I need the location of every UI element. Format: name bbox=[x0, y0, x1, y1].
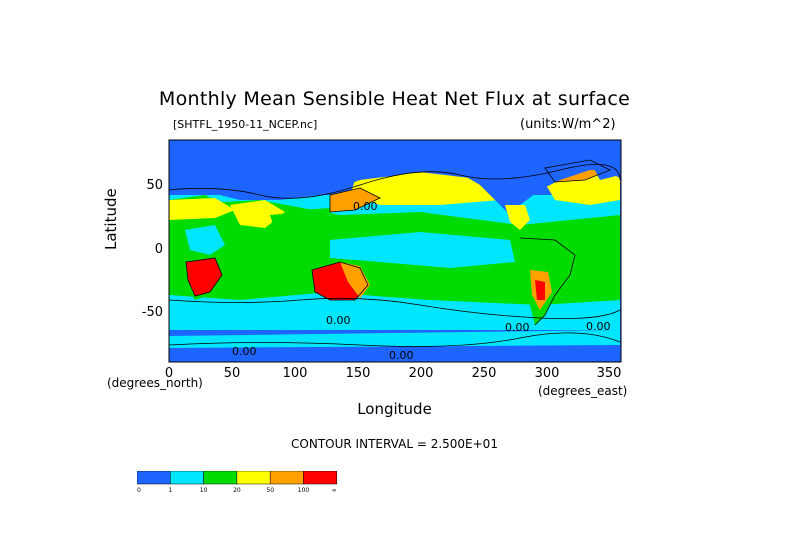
x-tick-label: 50 bbox=[223, 366, 241, 381]
colorbar: 0 1 10 20 50 100 ∞ bbox=[136, 470, 347, 499]
x-tick-label: 100 bbox=[282, 366, 308, 381]
colorbar-swatch bbox=[170, 470, 204, 485]
chart-title: Monthly Mean Sensible Heat Net Flux at s… bbox=[158, 88, 631, 110]
file-name-label: [SHTFL_1950-11_NCEP.nc] bbox=[173, 118, 318, 131]
x-tick-label: 0 bbox=[164, 366, 174, 381]
africa-cyan bbox=[185, 225, 225, 255]
x-tick-label: 300 bbox=[534, 366, 560, 381]
colorbar-swatch bbox=[303, 470, 338, 485]
contour-label: 0.00 bbox=[326, 314, 351, 327]
x-axis-units: (degrees_east) bbox=[538, 384, 628, 398]
plot-frame bbox=[168, 139, 622, 363]
colorbar-label: ∞ bbox=[332, 487, 337, 494]
eurasia-blue bbox=[169, 145, 440, 200]
colorbar-swatch bbox=[203, 470, 238, 485]
units-label: (units:W/m^2) bbox=[520, 117, 616, 132]
mexico-yellow bbox=[505, 205, 530, 230]
australia-orange bbox=[340, 262, 370, 298]
x-tick-label: 350 bbox=[596, 366, 622, 381]
plot-area bbox=[169, 140, 621, 362]
south-america-red bbox=[535, 280, 545, 300]
y-tick-label: -50 bbox=[141, 305, 163, 320]
contour-label: 0.00 bbox=[505, 321, 530, 334]
colorbar-swatch bbox=[236, 470, 271, 485]
southern-ocean-cyan bbox=[169, 330, 620, 348]
x-tick-label: 250 bbox=[471, 366, 497, 381]
y-axis-label: Latitude bbox=[102, 188, 120, 250]
middle-east-yellow bbox=[230, 200, 285, 228]
contour-label: 0.00 bbox=[389, 349, 414, 362]
contour-label: 0.00 bbox=[353, 200, 378, 213]
colorbar-label: 1 bbox=[168, 487, 172, 494]
x-axis-label: Longitude bbox=[357, 400, 432, 418]
antarctic-band bbox=[169, 348, 621, 362]
colorbar-label: 20 bbox=[233, 487, 241, 494]
india-green bbox=[270, 212, 300, 245]
colorbar-label: 50 bbox=[266, 487, 274, 494]
se-asia-green bbox=[300, 208, 335, 242]
contour-interval-label: CONTOUR INTERVAL = 2.500E+01 bbox=[291, 437, 498, 451]
greenland-blue bbox=[590, 145, 620, 180]
x-tick-label: 200 bbox=[408, 366, 434, 381]
africa-south-red bbox=[186, 258, 222, 296]
colorbar-label: 0 bbox=[137, 487, 141, 494]
kuroshio-orange bbox=[330, 188, 380, 212]
y-tick-label: 0 bbox=[154, 242, 163, 257]
contour-lines bbox=[169, 159, 621, 347]
contour-label: 0.00 bbox=[586, 320, 611, 333]
colorbar-swatch bbox=[269, 470, 304, 485]
ocean-tropics-cyan bbox=[330, 232, 515, 268]
colorbar-label: 100 bbox=[298, 487, 310, 494]
colorbar-swatches: 0 1 10 20 50 100 ∞ bbox=[136, 470, 338, 494]
ocean-south-cyan bbox=[240, 292, 540, 325]
sahara-yellow bbox=[169, 198, 235, 220]
y-tick-label: 50 bbox=[146, 178, 163, 193]
y-axis-units: (degrees_north) bbox=[107, 376, 203, 390]
colorbar-label: 10 bbox=[200, 487, 208, 494]
x-tick-label: 150 bbox=[345, 366, 371, 381]
colorbar-swatch bbox=[136, 470, 171, 485]
contour-label: 0.00 bbox=[232, 345, 257, 358]
north-america-blue bbox=[430, 145, 600, 215]
